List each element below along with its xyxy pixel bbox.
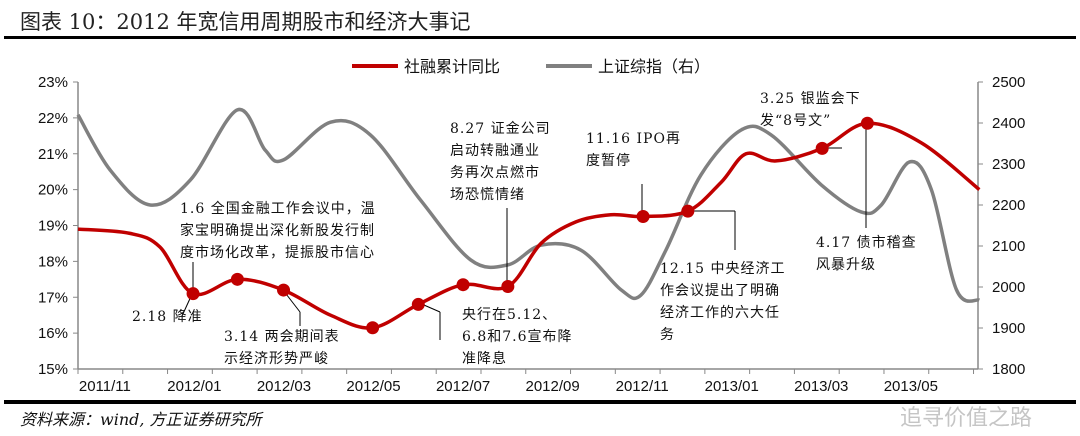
- y-left-tick-label: 16%: [38, 325, 68, 342]
- annotation-1: 1.6 全国金融工作会议中，温 家宝明确提出深化新股发行制 度市场化改革，提振股…: [180, 201, 376, 261]
- data-marker: [456, 278, 470, 292]
- y-left-tick-label: 22%: [38, 110, 68, 127]
- data-marker: [366, 321, 380, 335]
- annotation-7: 12.15 中央经济工 作会议提出了明确 经济工作的六大任 务: [660, 261, 786, 343]
- annotation-2: 2.18 降准: [132, 309, 203, 325]
- x-tick-label: 2012/03: [257, 378, 311, 395]
- data-marker: [501, 279, 515, 293]
- y-right-tick-label: 2500: [992, 74, 1025, 91]
- y-left-tick-label: 15%: [38, 361, 68, 378]
- y-right-tick-label: 2300: [992, 156, 1025, 173]
- x-tick-label: 2011/11: [79, 378, 131, 395]
- annotation-8: 3.25 银监会下 发“8号文”: [760, 91, 861, 129]
- data-marker: [277, 283, 291, 297]
- data-marker: [681, 204, 695, 218]
- x-tick-label: 2012/05: [346, 378, 400, 395]
- y-left-tick-label: 18%: [38, 253, 68, 270]
- y-left-tick-label: 21%: [38, 146, 68, 163]
- figure-title: 图表 10：2012 年宽信用周期股市和经济大事记: [20, 10, 471, 34]
- x-tick-label: 2012/11: [616, 378, 669, 395]
- y-left-tick-label: 17%: [38, 289, 68, 306]
- title-rule: [4, 36, 1076, 39]
- legend-label-shanghai-index: 上证综指（右）: [598, 57, 710, 76]
- legend-label-social-financing: 社融累计同比: [404, 57, 500, 76]
- data-marker: [186, 287, 200, 301]
- y-right-tick-label: 1800: [992, 361, 1025, 378]
- data-marker: [860, 116, 874, 130]
- data-marker: [411, 297, 425, 311]
- annotation-4: 央行在5.12、 6.8和7.6宣布降 准降息: [462, 307, 573, 367]
- y-left-tick-label: 20%: [38, 182, 68, 199]
- series-line-shanghai-index: [76, 108, 981, 303]
- annotation-6: 11.16 IPO再 度暂停: [586, 131, 681, 169]
- x-tick-label: 2012/09: [526, 378, 580, 395]
- watermark: 追寻价值之路: [900, 406, 1033, 431]
- bottom-rule: [4, 400, 1076, 404]
- x-tick-label: 2012/01: [167, 378, 221, 395]
- y-right-tick-label: 2400: [992, 115, 1025, 132]
- x-tick-label: 2013/01: [705, 378, 759, 395]
- data-marker: [636, 210, 650, 224]
- annotation-3: 3.14 两会期间表 示经济形势严峻: [224, 329, 340, 367]
- data-marker: [815, 141, 829, 155]
- source-note: 资料来源：wind, 方正证券研究所: [20, 410, 262, 429]
- x-tick-label: 2013/03: [794, 378, 848, 395]
- y-right-tick-label: 2000: [992, 279, 1025, 296]
- y-right-tick-label: 1900: [992, 320, 1025, 337]
- data-marker: [230, 272, 244, 286]
- x-tick-label: 2013/05: [884, 378, 938, 395]
- y-right-tick-label: 2100: [992, 238, 1025, 255]
- y-left-tick-label: 19%: [38, 218, 68, 235]
- x-tick-label: 2012/07: [436, 378, 490, 395]
- y-right-tick-label: 2200: [992, 197, 1025, 214]
- annotation-9: 4.17 债市稽查 风暴升级: [816, 235, 917, 273]
- y-left-tick-label: 23%: [38, 74, 68, 91]
- series-line-social-financing: [77, 121, 981, 330]
- annotation-5: 8.27 证金公司 启动转融通业 务再次点燃市 场恐慌情绪: [450, 121, 551, 203]
